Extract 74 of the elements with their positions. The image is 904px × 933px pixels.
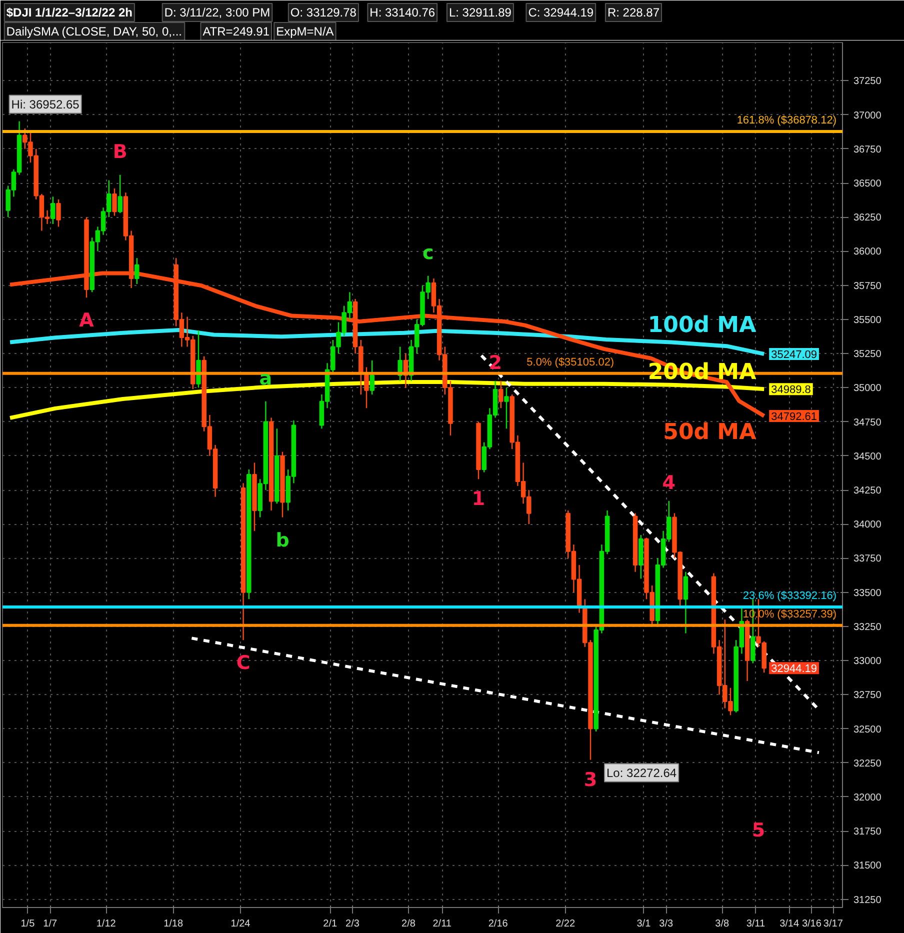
y-tick-label: 35500 xyxy=(854,314,882,326)
text: R: 228.87 xyxy=(607,6,660,20)
ref-line-label: 161.8% ($36878.12) xyxy=(736,114,836,126)
y-tick-label: 31750 xyxy=(854,826,882,838)
y-tick-label: 37000 xyxy=(854,110,882,122)
x-tick-label: 3/11 xyxy=(746,918,766,930)
y-tick-label: 32000 xyxy=(854,792,882,804)
y-tick-label: 33250 xyxy=(854,622,882,633)
y-tick-label: 36750 xyxy=(854,144,882,156)
x-tick-label: 3/16 xyxy=(802,918,822,930)
x-tick-label: 1/12 xyxy=(96,918,116,930)
y-tick-label: 33500 xyxy=(854,588,882,599)
y-tick-label: 36500 xyxy=(854,178,882,190)
x-tick-label: 3/14 xyxy=(780,918,800,930)
x-tick-label: 2/1 xyxy=(323,918,338,930)
x-tick-label: 2/8 xyxy=(402,918,416,930)
text: L: 32911.89 xyxy=(448,6,512,20)
x-tick-label: 1/7 xyxy=(43,918,58,930)
y-tick-label: 33750 xyxy=(854,554,882,565)
y-tick-label: 31250 xyxy=(854,894,882,906)
y-tick-label: 37250 xyxy=(854,76,882,88)
x-tick-label: 2/11 xyxy=(432,918,452,930)
annotation: Lo: 32272.64 xyxy=(606,766,677,780)
x-tick-label: 1/18 xyxy=(164,918,184,930)
x-tick-label: 2/16 xyxy=(488,918,508,930)
text: H: 33140.76 xyxy=(370,6,436,20)
y-tick-label: 31500 xyxy=(854,860,882,872)
annotation: 5 xyxy=(752,820,766,842)
y-tick-label: 35250 xyxy=(854,349,882,360)
ref-line-label: 23.6% ($33392.16) xyxy=(742,590,837,602)
series-label: 50d MA xyxy=(663,420,756,445)
x-tick-label: 2/22 xyxy=(556,918,576,930)
annotation: B xyxy=(112,140,128,163)
y-tick-label: 32750 xyxy=(854,690,882,702)
y-tick-label: 35000 xyxy=(854,383,882,394)
x-tick-label: 3/1 xyxy=(636,918,652,930)
x-tick-label: 1/24 xyxy=(230,918,251,930)
text: C: 32944.19 xyxy=(528,6,594,20)
annotation: 3 xyxy=(584,768,598,791)
data-label: 35247.09 xyxy=(771,348,817,361)
annotation: A xyxy=(79,310,94,332)
ref-line-label: 5.0% ($35105.02) xyxy=(526,356,614,368)
y-tick-label: 35750 xyxy=(854,280,882,292)
y-tick-label: 34500 xyxy=(854,451,882,462)
y-tick-label: 34750 xyxy=(854,417,882,428)
x-tick-label: 2/3 xyxy=(346,918,360,930)
y-tick-label: 32250 xyxy=(854,758,882,770)
y-tick-label: 34000 xyxy=(854,520,882,531)
annotation: 1 xyxy=(472,488,486,510)
x-tick-label: 1/5 xyxy=(20,918,36,930)
text: D: 3/11/22, 3:00 PM xyxy=(164,6,270,20)
series-label: 100d MA xyxy=(648,312,756,338)
y-tick-label: 32500 xyxy=(854,724,882,736)
annotation: Hi: 36952.65 xyxy=(11,97,80,112)
chart-title: $DJI 1/1/22–3/12/22 2h xyxy=(6,6,132,20)
annotation: c xyxy=(422,242,434,264)
text: ExpM=N/A xyxy=(276,24,334,38)
text: ATR=249.91 xyxy=(202,24,270,38)
annotation: 2 xyxy=(488,352,502,374)
x-tick-label: 3/17 xyxy=(823,918,844,930)
text: O: 33129.78 xyxy=(290,6,357,20)
data-label: 34989.8 xyxy=(771,384,811,396)
annotation: 4 xyxy=(662,472,676,494)
text: DailySMA (CLOSE, DAY, 50, 0,... xyxy=(6,24,182,38)
y-tick-label: 36250 xyxy=(854,212,882,224)
y-tick-label: 33000 xyxy=(854,656,882,668)
y-tick-label: 36000 xyxy=(854,246,882,258)
annotation: C xyxy=(236,652,250,674)
annotation: b xyxy=(276,529,290,552)
annotation: 32944.19 xyxy=(771,663,817,676)
x-tick-label: 3/3 xyxy=(659,918,674,930)
x-tick-label: 3/8 xyxy=(715,918,730,930)
data-label: 34792.61 xyxy=(771,410,817,423)
y-tick-label: 34250 xyxy=(854,486,882,497)
